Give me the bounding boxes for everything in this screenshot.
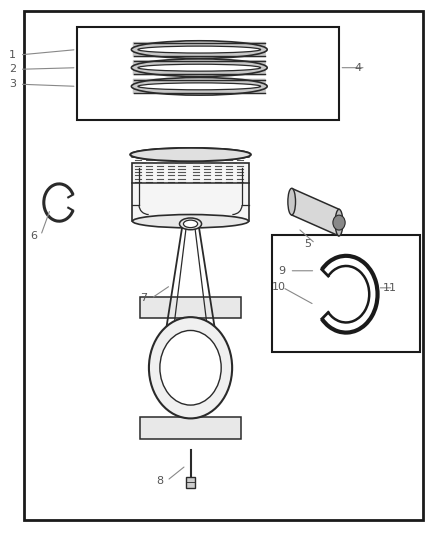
Circle shape [333,215,345,230]
Ellipse shape [288,188,296,215]
Bar [272,235,420,352]
Text: 6: 6 [30,231,37,240]
Ellipse shape [184,220,198,228]
Bar [132,163,249,221]
Ellipse shape [180,218,201,230]
Text: 3: 3 [9,79,16,89]
Text: 10: 10 [272,282,286,292]
Ellipse shape [138,83,261,90]
Ellipse shape [138,46,261,53]
Ellipse shape [131,148,251,161]
Ellipse shape [138,64,261,71]
Text: 9: 9 [279,266,286,276]
Bar [140,417,241,439]
Bar [140,297,241,318]
Ellipse shape [132,214,249,228]
Text: 4: 4 [355,63,362,72]
Ellipse shape [131,148,251,161]
Ellipse shape [335,209,343,236]
Text: 1: 1 [9,50,16,60]
Text: 2: 2 [9,64,16,74]
Bar [77,27,339,120]
FancyBboxPatch shape [133,60,266,75]
Circle shape [149,317,232,418]
Text: 11: 11 [382,283,396,293]
Circle shape [160,330,221,405]
Text: 7: 7 [140,294,147,303]
Bar [186,477,195,488]
FancyBboxPatch shape [133,42,266,57]
Text: 5: 5 [304,239,311,248]
FancyBboxPatch shape [133,78,266,94]
Polygon shape [292,188,339,236]
Text: 8: 8 [156,476,163,486]
